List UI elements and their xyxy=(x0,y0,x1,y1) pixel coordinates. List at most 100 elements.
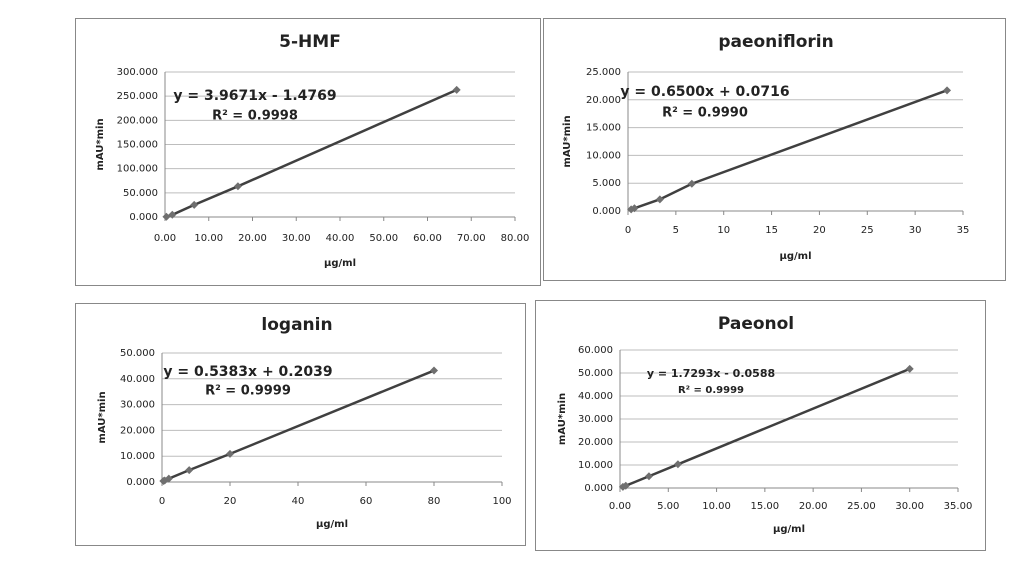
y-tick-label: 40.000 xyxy=(120,374,155,385)
y-tick-label: 0.000 xyxy=(126,477,155,488)
x-tick-label: 10.00 xyxy=(194,233,223,244)
x-tick-label: 60 xyxy=(360,496,373,507)
data-point xyxy=(190,200,199,209)
y-tick-label: 20.000 xyxy=(120,425,155,436)
chart-title: Paeonol xyxy=(718,314,794,334)
x-axis-label: μg/ml xyxy=(316,519,348,530)
x-tick-label: 20 xyxy=(813,225,826,236)
x-axis-label: μg/ml xyxy=(324,258,356,269)
y-tick-label: 20.000 xyxy=(578,437,613,448)
x-tick-label: 80.00 xyxy=(501,233,530,244)
y-tick-label: 60.000 xyxy=(578,345,613,356)
chart-frame xyxy=(75,18,541,286)
y-axis-label: mAU*min xyxy=(557,393,568,445)
data-point xyxy=(630,204,639,213)
chart-title: paeoniflorin xyxy=(718,32,833,52)
y-tick-label: 50.000 xyxy=(123,188,158,199)
x-tick-label: 60.00 xyxy=(413,233,442,244)
x-tick-label: 40.00 xyxy=(326,233,355,244)
y-tick-label: 20.000 xyxy=(586,95,621,106)
x-tick-label: 20 xyxy=(224,496,237,507)
data-point xyxy=(233,182,242,191)
chart: 0.000 50.000 100.000 150.000 200.000 250.000 3… xyxy=(75,18,541,286)
y-tick-label: 50.000 xyxy=(120,348,155,359)
x-tick-label: 20.00 xyxy=(799,501,828,512)
data-point xyxy=(226,449,234,458)
y-tick-label: 10.000 xyxy=(120,451,155,462)
chart-frame xyxy=(543,18,1006,281)
y-axis-label: mAU*min xyxy=(95,118,106,170)
data-point xyxy=(673,460,682,469)
data-point xyxy=(168,210,177,219)
data-point xyxy=(185,466,194,475)
y-axis-label: mAU*min xyxy=(562,115,573,167)
x-tick-label: 30.00 xyxy=(282,233,311,244)
x-tick-label: 0 xyxy=(159,496,165,507)
x-tick-label: 50.00 xyxy=(369,233,398,244)
x-tick-label: 100 xyxy=(492,496,511,507)
x-tick-label: 5 xyxy=(673,225,679,236)
x-tick-label: 0.00 xyxy=(154,233,176,244)
data-point xyxy=(655,195,664,204)
r-squared: R² = 0.9999 xyxy=(678,385,744,396)
y-tick-label: 0.000 xyxy=(592,206,621,217)
chart-title: 5-HMF xyxy=(279,32,341,52)
y-tick-label: 300.000 xyxy=(117,67,158,78)
chart: 0.000 10.000 20.000 30.000 40.000 50.000 60.00… xyxy=(535,300,986,551)
x-tick-label: 5.00 xyxy=(657,501,679,512)
x-tick-label: 25.00 xyxy=(847,501,876,512)
x-tick-label: 80 xyxy=(428,496,441,507)
chart: 0.000 10.000 20.000 30.000 40.000 50.000 0 20 40… xyxy=(75,303,526,546)
y-tick-label: 10.000 xyxy=(586,150,621,161)
x-tick-label: 70.00 xyxy=(457,233,486,244)
y-tick-label: 250.000 xyxy=(117,91,158,102)
x-tick-label: 10.00 xyxy=(702,501,731,512)
x-tick-label: 35.00 xyxy=(944,501,973,512)
equation: y = 3.9671x - 1.4769 xyxy=(173,88,336,104)
r-squared: R² = 0.9999 xyxy=(205,384,291,399)
chart-frame xyxy=(535,300,986,551)
x-axis-label: μg/ml xyxy=(779,251,811,262)
x-tick-label: 15 xyxy=(765,225,778,236)
x-tick-label: 30.00 xyxy=(895,501,924,512)
y-tick-label: 50.000 xyxy=(578,368,613,379)
data-point xyxy=(943,86,952,95)
x-tick-label: 35 xyxy=(957,225,970,236)
y-tick-label: 100.000 xyxy=(117,164,158,175)
y-tick-label: 150.000 xyxy=(117,140,158,151)
y-tick-label: 200.000 xyxy=(117,115,158,126)
data-point xyxy=(644,472,653,481)
equation: y = 0.5383x + 0.2039 xyxy=(163,364,332,380)
chart-title: loganin xyxy=(261,315,332,335)
x-tick-label: 0.00 xyxy=(609,501,631,512)
equation: y = 1.7293x - 0.0588 xyxy=(647,367,775,380)
y-tick-label: 25.000 xyxy=(586,67,621,78)
data-point xyxy=(164,474,173,483)
r-squared: R² = 0.9990 xyxy=(662,106,748,121)
data-point xyxy=(452,85,461,94)
y-tick-label: 30.000 xyxy=(578,414,613,425)
x-axis-label: μg/ml xyxy=(773,524,805,535)
y-tick-label: 0.000 xyxy=(129,212,158,223)
x-tick-label: 25 xyxy=(861,225,874,236)
y-tick-label: 5.000 xyxy=(592,178,621,189)
y-tick-label: 15.000 xyxy=(586,123,621,134)
y-axis-label: mAU*min xyxy=(97,391,108,443)
data-point xyxy=(905,364,914,373)
equation: y = 0.6500x + 0.0716 xyxy=(620,84,789,100)
data-point xyxy=(687,179,696,188)
x-tick-label: 15.00 xyxy=(751,501,780,512)
x-tick-label: 40 xyxy=(292,496,305,507)
y-tick-label: 30.000 xyxy=(120,400,155,411)
y-tick-label: 0.000 xyxy=(584,483,613,494)
y-tick-label: 10.000 xyxy=(578,460,613,471)
chart: 0.000 5.000 10.000 15.000 20.000 25.000 0 5 10 15… xyxy=(543,18,1006,281)
x-tick-label: 0 xyxy=(625,225,631,236)
x-tick-label: 10 xyxy=(717,225,730,236)
y-tick-label: 40.000 xyxy=(578,391,613,402)
x-tick-label: 20.00 xyxy=(238,233,267,244)
r-squared: R² = 0.9998 xyxy=(212,109,298,124)
data-point xyxy=(621,481,630,490)
